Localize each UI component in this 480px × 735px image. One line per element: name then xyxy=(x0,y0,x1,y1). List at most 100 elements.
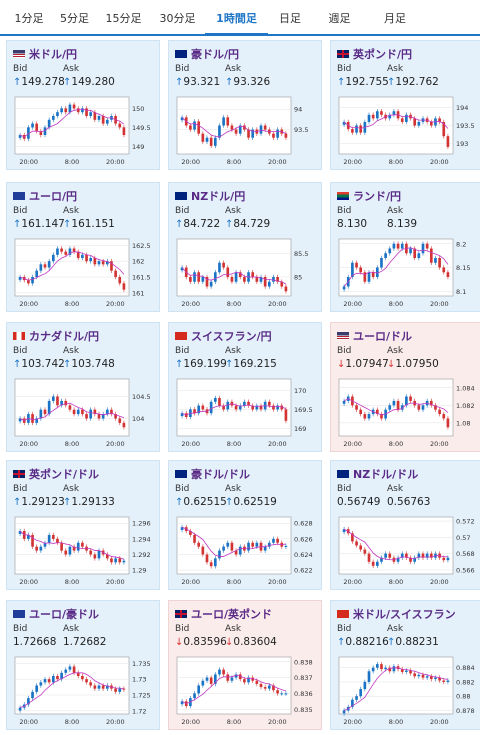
pair-title[interactable]: ユーロ/豪ドル xyxy=(13,606,99,621)
tab-4[interactable]: 1時間足 xyxy=(205,0,268,36)
candle-body xyxy=(421,243,425,254)
pair-title[interactable]: スイスフラン/円 xyxy=(175,328,272,343)
flag-icon xyxy=(13,192,25,200)
price-chart[interactable]: 150 149.5 149 20:00 8:00 20:00 xyxy=(13,95,155,167)
candle-body xyxy=(434,258,437,263)
pair-card[interactable]: 英ポンド/ドル Bid Ask ↑1.29123 ↑1.29133 1.296 1.294 1… xyxy=(6,460,160,590)
price-chart[interactable]: 162.5 162 161.5 161 20:00 8:00 20:00 xyxy=(13,237,155,309)
price-chart[interactable]: 194 193.5 193 20:00 8:00 20:00 xyxy=(337,95,479,167)
x-tick-label: 8:00 xyxy=(227,300,242,308)
ask-number: 0.62519 xyxy=(233,496,277,508)
ask-number: 149.280 xyxy=(71,76,115,88)
candle-body xyxy=(180,527,184,531)
price-chart[interactable]: 170 169.5 169 20:00 8:00 20:00 xyxy=(175,377,317,449)
pair-card[interactable]: ユーロ/豪ドル Bid Ask 1.72668 1.72682 1.735 1.73 1.72… xyxy=(6,600,160,730)
y-tick-label: 149 xyxy=(132,143,144,151)
pair-card[interactable]: 米ドル/スイスフラン Bid Ask ↑0.88216 ↑0.88231 0.884 0.8… xyxy=(330,600,480,730)
candle-body xyxy=(68,666,72,670)
price-chart[interactable]: 0.838 0.837 0.836 0.835 20:00 8:00 20:00 xyxy=(175,655,317,727)
candle-body xyxy=(222,262,225,268)
ask-label: Ask xyxy=(387,484,404,494)
candle-body xyxy=(238,674,242,680)
pair-title[interactable]: NZドル/円 xyxy=(175,188,245,203)
tab-3[interactable]: 30分足 xyxy=(159,12,196,25)
bid-value: ↑1.29123 xyxy=(13,496,65,508)
pair-title[interactable]: ユーロ/円 xyxy=(13,188,77,203)
down-arrow-icon: ↓ xyxy=(337,359,346,370)
candle-body xyxy=(380,557,383,562)
pair-name: 米ドル/円 xyxy=(29,48,78,61)
candle-body xyxy=(400,405,404,410)
pair-title[interactable]: 米ドル/円 xyxy=(13,46,78,61)
pair-title[interactable]: 豪ドル/ドル xyxy=(175,466,250,481)
pair-card[interactable]: スイスフラン/円 Bid Ask ↑169.199 ↑169.215 170 169.5 16… xyxy=(168,322,322,452)
price-chart[interactable]: 1.084 1.082 1.08 20:00 8:00 20:00 xyxy=(337,377,479,449)
tab-7[interactable]: 月足 xyxy=(384,12,406,25)
candle-body xyxy=(272,685,275,691)
price-chart[interactable]: 94 93.5 20:00 8:00 20:00 xyxy=(175,95,317,167)
up-arrow-icon: ↑ xyxy=(13,359,22,370)
candle-body xyxy=(201,277,205,282)
pair-title[interactable]: NZドル/ドル xyxy=(337,466,418,481)
candle-body xyxy=(213,674,217,684)
tab-0[interactable]: 1分足 xyxy=(14,12,44,25)
pair-title[interactable]: 豪ドル/円 xyxy=(175,46,239,61)
candle-body xyxy=(263,277,267,287)
pair-card[interactable]: ランド/円 Bid Ask 8.130 8.139 8.2 8.15 8.1 20:00 8:00… xyxy=(330,182,480,312)
pair-card[interactable]: 豪ドル/ドル Bid Ask ↑0.62515 ↑0.62519 0.628 0.626 0.… xyxy=(168,460,322,590)
pair-title[interactable]: カナダドル/円 xyxy=(13,328,99,343)
pair-card[interactable]: ユーロ/円 Bid Ask ↑161.147 ↑161.151 162.5 162 161.5… xyxy=(6,182,160,312)
pair-title[interactable]: ユーロ/ドル xyxy=(337,328,412,343)
y-tick-label: 8.1 xyxy=(456,288,466,296)
candle-body xyxy=(31,277,34,284)
candle-body xyxy=(18,418,22,422)
tab-5[interactable]: 日足 xyxy=(279,12,301,25)
y-tick-label: 169 xyxy=(294,425,306,433)
price-chart[interactable]: 85.5 85 20:00 8:00 20:00 xyxy=(175,237,317,309)
tab-1[interactable]: 5分足 xyxy=(60,12,89,25)
ask-value: 8.139 xyxy=(387,218,417,230)
price-chart[interactable]: 104.5 104 20:00 8:00 20:00 xyxy=(13,377,155,449)
pair-card[interactable]: ユーロ/英ポンド Bid Ask ↓0.83596 ↓0.83604 0.838 0.837… xyxy=(168,600,322,730)
candle-body xyxy=(89,682,93,686)
candle-body xyxy=(189,125,192,130)
price-chart[interactable]: 0.884 0.882 0.88 0.878 20:00 8:00 20:00 xyxy=(337,655,479,727)
candle-body xyxy=(18,135,22,138)
candle-body xyxy=(276,277,279,282)
ask-label: Ask xyxy=(225,484,242,494)
candle-body xyxy=(284,133,288,138)
flag-icon xyxy=(337,610,349,618)
y-tick-label: 0.878 xyxy=(456,707,475,715)
x-tick-label: 20:00 xyxy=(106,578,125,586)
y-tick-label: 193.5 xyxy=(456,122,475,130)
pair-card[interactable]: NZドル/ドル Bid Ask 0.56749 0.56763 0.572 0.57 0.56… xyxy=(330,460,480,590)
price-chart[interactable]: 1.735 1.73 1.725 1.72 20:00 8:00 20:00 xyxy=(13,655,155,727)
price-chart[interactable]: 1.296 1.294 1.292 1.29 20:00 8:00 20:00 xyxy=(13,515,155,587)
candle-body xyxy=(213,137,217,146)
candle-body xyxy=(251,405,255,410)
pair-card[interactable]: 豪ドル/円 Bid Ask ↑93.321 ↑93.326 94 93.5 20:00 8:00… xyxy=(168,40,322,170)
tab-6[interactable]: 週足 xyxy=(328,12,351,25)
pair-card[interactable]: カナダドル/円 Bid Ask ↑103.742 ↑103.748 104.5 104 20:… xyxy=(6,322,160,452)
tab-2[interactable]: 15分足 xyxy=(105,12,142,25)
pair-title[interactable]: 英ポンド/円 xyxy=(337,46,412,61)
candle-body xyxy=(27,534,30,539)
plot-area xyxy=(338,516,454,575)
candle-body xyxy=(384,253,387,258)
price-chart[interactable]: 0.628 0.626 0.624 0.622 20:00 8:00 20:00 xyxy=(175,515,317,587)
pair-title[interactable]: ユーロ/英ポンド xyxy=(175,606,272,621)
candle-body xyxy=(213,398,217,402)
bid-label: Bid xyxy=(337,206,352,216)
bid-value: ↑84.722 xyxy=(175,218,220,230)
pair-card[interactable]: 米ドル/円 Bid Ask ↑149.278 ↑149.280 150 149.5 149 20… xyxy=(6,40,160,170)
pair-title[interactable]: 英ポンド/ドル xyxy=(13,466,99,481)
price-chart[interactable]: 8.2 8.15 8.1 20:00 8:00 20:00 xyxy=(337,237,479,309)
price-chart[interactable]: 0.572 0.57 0.568 0.566 20:00 8:00 20:00 xyxy=(337,515,479,587)
candle-body xyxy=(193,121,196,130)
pair-title[interactable]: ランド/円 xyxy=(337,188,401,203)
pair-title[interactable]: 米ドル/スイスフラン xyxy=(337,606,456,621)
pair-card[interactable]: NZドル/円 Bid Ask ↑84.722 ↑84.729 85.5 85 20:00 8:0… xyxy=(168,182,322,312)
pair-card[interactable]: 英ポンド/円 Bid Ask ↑192.755 ↑192.762 194 193.5 193 2… xyxy=(330,40,480,170)
y-tick-label: 1.084 xyxy=(456,384,475,392)
pair-card[interactable]: ユーロ/ドル Bid Ask ↓1.07947 ↓1.07950 1.084 1.082 1.… xyxy=(330,322,480,452)
